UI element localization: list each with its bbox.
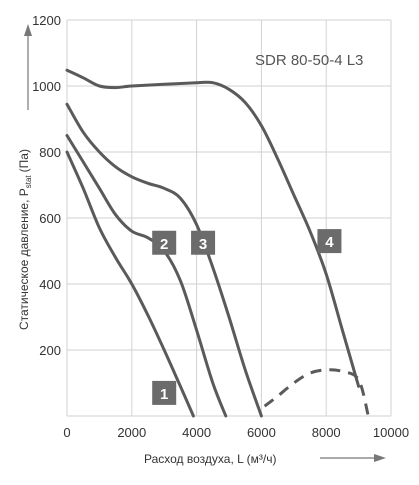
x-tick-label: 6000: [247, 425, 276, 440]
x-tick-label: 4000: [182, 425, 211, 440]
y-tick-label: 400: [39, 277, 61, 292]
series-line-2: [65, 102, 263, 418]
curve-label-box: [152, 380, 177, 405]
x-tick-label: 2000: [117, 425, 146, 440]
tick-labels: 0 2000 4000 6000 8000 10000200400600800100012…: [32, 13, 409, 440]
x-tick-label: 10000: [373, 425, 409, 440]
series-line-1: [65, 134, 228, 418]
series-line-3: [65, 68, 361, 388]
y-tick-label: 800: [39, 145, 61, 160]
y-axis-title-main: Статическое давление, P: [17, 188, 31, 330]
y-axis-title-unit: (Па): [17, 149, 31, 172]
curve-label-box: [191, 230, 216, 255]
y-axis-title-subscript: stat: [24, 175, 33, 189]
curve-label-text: 3: [199, 236, 207, 253]
y-tick-label: 1200: [32, 13, 61, 28]
y-axis-title: Статическое давление, Pstat (Па): [17, 149, 33, 330]
model-label: SDR 80-50-4 L3: [255, 52, 363, 69]
series-line-4: [263, 368, 370, 417]
x-tick-label: 0: [63, 425, 70, 440]
x-axis-arrow-head: [374, 454, 386, 462]
x-tick-label: 8000: [312, 425, 341, 440]
x-axis-title: Расход воздуха, L (м³/ч): [144, 452, 277, 466]
y-tick-label: 1000: [32, 79, 61, 94]
y-tick-label: 200: [39, 343, 61, 358]
curve-labels: 1 2 3 4: [152, 229, 342, 405]
curve-label-text: 4: [325, 234, 334, 251]
series-group: [65, 68, 370, 418]
y-tick-label: 600: [39, 211, 61, 226]
curve-label-box: [317, 229, 342, 254]
svg-text:Статическое давление, Pstat(Па: Статическое давление, Pstat (Па): [17, 149, 33, 330]
series-line-0: [65, 150, 195, 418]
y-axis-arrow-head: [24, 24, 32, 36]
curve-label-box: [152, 230, 177, 255]
curve-label-text: 1: [160, 386, 168, 403]
curve-label-text: 2: [160, 236, 168, 253]
grid: [66, 19, 392, 417]
